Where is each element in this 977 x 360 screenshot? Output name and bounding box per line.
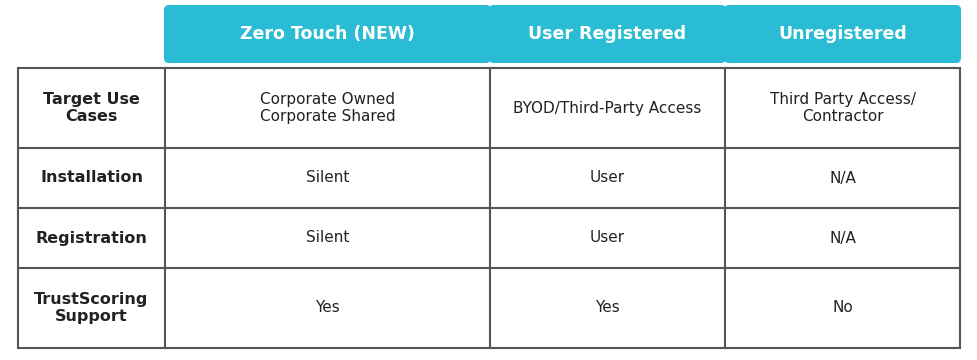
Text: User Registered: User Registered: [529, 25, 687, 43]
Text: BYOD/Third-Party Access: BYOD/Third-Party Access: [513, 100, 701, 116]
Text: TrustScoring
Support: TrustScoring Support: [34, 292, 149, 324]
Text: Yes: Yes: [595, 301, 619, 315]
FancyBboxPatch shape: [164, 5, 491, 63]
Text: No: No: [832, 301, 853, 315]
Text: Installation: Installation: [40, 171, 143, 185]
Bar: [18, 68, 960, 348]
Text: Silent: Silent: [306, 230, 349, 246]
Text: Third Party Access/
Contractor: Third Party Access/ Contractor: [770, 92, 915, 124]
Text: Silent: Silent: [306, 171, 349, 185]
Text: N/A: N/A: [829, 171, 856, 185]
FancyBboxPatch shape: [724, 5, 961, 63]
Text: Unregistered: Unregistered: [778, 25, 907, 43]
Text: Corporate Owned
Corporate Shared: Corporate Owned Corporate Shared: [260, 92, 396, 124]
Text: User: User: [590, 171, 625, 185]
Text: Target Use
Cases: Target Use Cases: [43, 92, 140, 124]
Text: Yes: Yes: [316, 301, 340, 315]
FancyBboxPatch shape: [489, 5, 726, 63]
Text: N/A: N/A: [829, 230, 856, 246]
Text: Registration: Registration: [35, 230, 148, 246]
Text: User: User: [590, 230, 625, 246]
Text: Zero Touch (NEW): Zero Touch (NEW): [240, 25, 415, 43]
